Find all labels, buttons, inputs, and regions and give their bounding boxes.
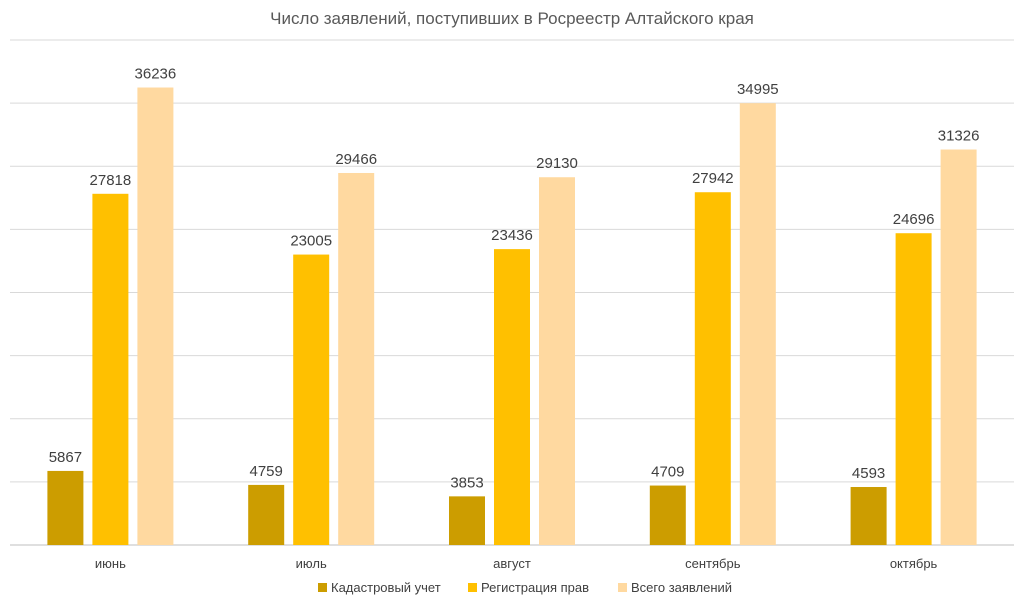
category-label: июль (296, 556, 327, 571)
data-label: 29466 (335, 151, 377, 168)
data-label: 36236 (135, 66, 177, 83)
data-label: 5867 (49, 449, 82, 466)
category-label: октябрь (890, 556, 938, 571)
chart-title: Число заявлений, поступивших в Росреестр… (270, 9, 754, 28)
legend: Кадастровый учет Регистрация прав Всего за… (318, 580, 732, 595)
category-labels: июнь июль август сентябрь октябрь (95, 556, 938, 571)
data-label: 27818 (90, 172, 132, 189)
bar-кадастровый-учет-3 (649, 485, 686, 545)
legend-label: Всего заявлений (631, 580, 732, 595)
bar-кадастровый-учет-4 (850, 487, 887, 545)
bar-всего-заявлений-1 (338, 172, 375, 545)
bar-регистрация-прав-0 (92, 193, 129, 546)
data-label: 4709 (651, 464, 684, 481)
legend-label: Кадастровый учет (331, 580, 441, 595)
bar-регистрация-прав-4 (895, 233, 932, 545)
data-label: 4759 (250, 463, 283, 480)
bar-всего-заявлений-4 (940, 149, 977, 545)
data-label: 4593 (852, 465, 885, 482)
bar-регистрация-прав-2 (494, 249, 530, 546)
category-label: июнь (95, 556, 126, 571)
data-label: 31326 (938, 128, 980, 145)
bar-кадастровый-учет-2 (449, 496, 485, 545)
bar-кадастровый-учет-0 (47, 470, 84, 545)
data-label: 24696 (893, 211, 935, 228)
data-labels: 5867 27818 36236 4759 23005 29466 3853 23436 291… (49, 66, 980, 492)
bar-всего-заявлений-0 (137, 87, 174, 545)
legend-swatch (618, 583, 627, 592)
bars (47, 87, 977, 546)
data-label: 3853 (450, 474, 483, 491)
bar-всего-заявлений-3 (739, 103, 776, 546)
bar-всего-заявлений-2 (539, 177, 575, 545)
legend-swatch (318, 583, 327, 592)
legend-label: Регистрация прав (481, 580, 589, 595)
legend-swatch (468, 583, 477, 592)
data-label: 34995 (737, 81, 779, 98)
data-label: 27942 (692, 170, 734, 187)
category-label: август (493, 556, 531, 571)
data-label: 23005 (290, 233, 332, 250)
bar-кадастровый-учет-1 (248, 484, 285, 545)
bar-регистрация-прав-3 (694, 192, 731, 546)
data-label: 29130 (536, 155, 578, 172)
category-label: сентябрь (685, 556, 741, 571)
bar-регистрация-прав-1 (293, 254, 330, 545)
data-label: 23436 (491, 227, 533, 244)
